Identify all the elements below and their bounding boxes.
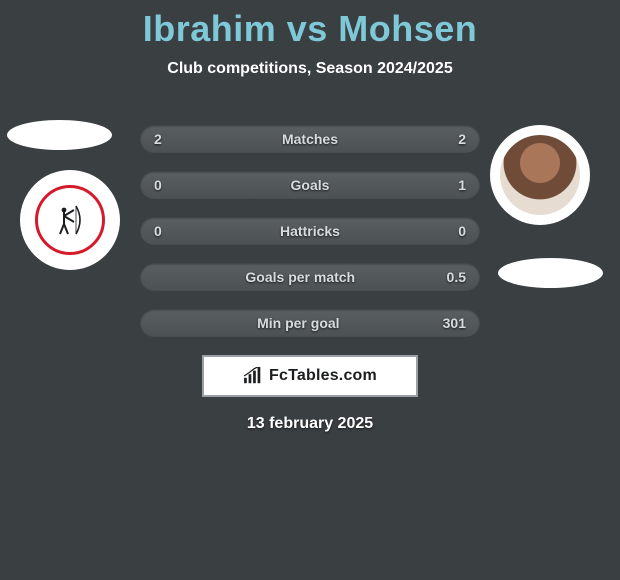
subtitle: Club competitions, Season 2024/2025 [0, 60, 620, 78]
stat-right-value: 0.5 [447, 269, 466, 285]
date-label: 13 february 2025 [140, 415, 480, 433]
stat-label: Goals per match [154, 269, 447, 285]
mohsen-photo-icon [500, 135, 580, 215]
stat-row-goals: 0 Goals 1 [140, 171, 480, 199]
stat-left-value: 0 [154, 223, 162, 239]
stat-row-mpg: Min per goal 301 [140, 309, 480, 337]
bars-icon [243, 367, 265, 385]
left-club-circle [20, 170, 120, 270]
stat-right-value: 0 [458, 223, 466, 239]
stat-label: Goals [162, 177, 458, 193]
zamalek-badge-icon [35, 185, 105, 255]
stat-row-hattricks: 0 Hattricks 0 [140, 217, 480, 245]
brand-label: FcTables.com [269, 367, 377, 385]
stat-row-gpm: Goals per match 0.5 [140, 263, 480, 291]
brand-box: FcTables.com [202, 355, 418, 397]
stat-left-value: 0 [154, 177, 162, 193]
right-blank-ellipse [498, 258, 603, 288]
stat-label: Min per goal [154, 315, 443, 331]
stat-right-value: 1 [458, 177, 466, 193]
stat-label: Matches [162, 131, 458, 147]
stat-left-value: 2 [154, 131, 162, 147]
stat-right-value: 2 [458, 131, 466, 147]
stat-right-value: 301 [443, 315, 466, 331]
right-player-circle [490, 125, 590, 225]
archer-icon [54, 204, 86, 236]
stat-label: Hattricks [162, 223, 458, 239]
page-title: Ibrahim vs Mohsen [0, 0, 620, 50]
left-blank-ellipse [7, 120, 112, 150]
stats-container: 2 Matches 2 0 Goals 1 0 Hattricks 0 Goal… [140, 125, 480, 433]
stat-row-matches: 2 Matches 2 [140, 125, 480, 153]
